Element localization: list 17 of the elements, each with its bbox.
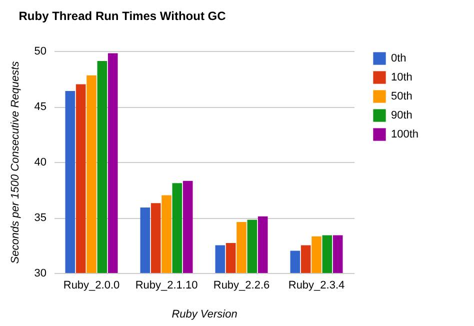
- x-axis-title: Ruby Version: [172, 308, 238, 320]
- y-tick-label: 50: [34, 46, 46, 58]
- chart-title: Ruby Thread Run Times Without GC: [18, 9, 226, 23]
- legend-label: 100th: [391, 128, 419, 140]
- x-tick-label: Ruby_2.2.6: [213, 280, 270, 292]
- y-tick-label: 40: [34, 156, 46, 168]
- y-axis-title: Seconds per 1500 Consecutive Requests: [9, 60, 22, 264]
- y-tick-label: 45: [34, 101, 46, 113]
- x-tick-label: Ruby_2.3.4: [288, 280, 345, 292]
- legend-label: 90th: [391, 110, 412, 122]
- x-tick-label: Ruby_2.1.10: [135, 280, 198, 292]
- x-tick-label: Ruby_2.0.0: [63, 280, 120, 292]
- legend-label: 10th: [391, 72, 412, 84]
- y-tick-label: 35: [34, 212, 46, 224]
- y-tick-label: 30: [34, 268, 46, 280]
- legend-label: 50th: [391, 90, 412, 102]
- legend-label: 0th: [391, 52, 406, 64]
